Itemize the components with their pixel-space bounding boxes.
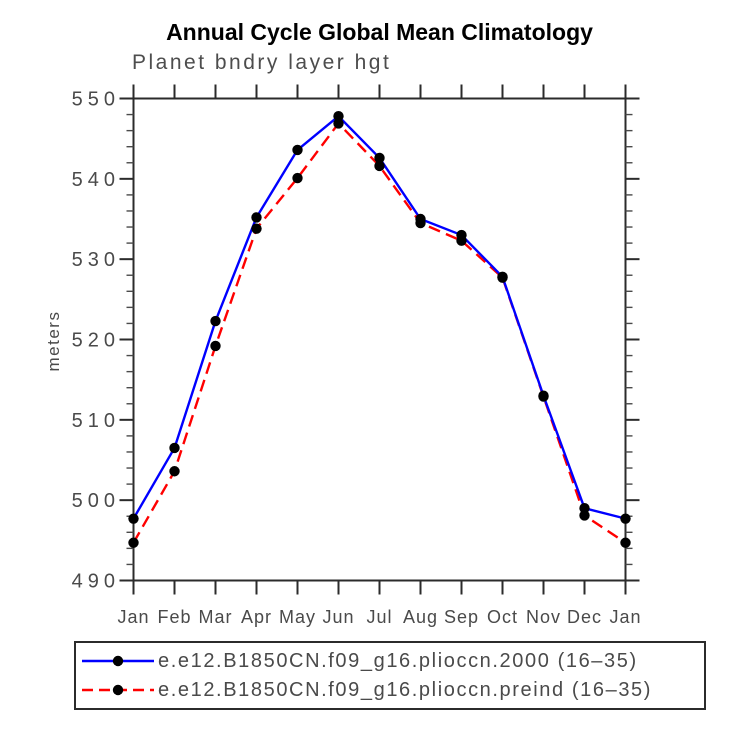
data-point-marker bbox=[169, 466, 180, 477]
legend-line-sample-icon bbox=[82, 655, 154, 667]
data-point-marker bbox=[415, 217, 426, 229]
data-point-marker bbox=[620, 537, 631, 548]
data-point-marker bbox=[374, 160, 385, 172]
x-tick-label: Mar bbox=[199, 607, 233, 627]
y-tick-label: 510 bbox=[72, 410, 120, 432]
x-tick-label: May bbox=[279, 607, 316, 627]
x-tick-label: Apr bbox=[241, 607, 272, 627]
data-point-marker bbox=[374, 152, 385, 164]
y-tick-label: 530 bbox=[72, 249, 120, 271]
x-tick-label: Jan bbox=[117, 607, 149, 627]
chart-subtitle: Planet bndry layer hgt bbox=[132, 51, 392, 74]
data-point-marker bbox=[292, 172, 303, 184]
data-point-marker bbox=[251, 212, 262, 223]
x-tick-label: Dec bbox=[567, 607, 602, 627]
x-tick-label: Sep bbox=[444, 607, 479, 627]
chart-title: Annual Cycle Global Mean Climatology bbox=[166, 19, 593, 45]
data-point-marker bbox=[251, 223, 262, 234]
x-tick-label: Jul bbox=[366, 607, 392, 627]
y-tick-label: 520 bbox=[72, 330, 120, 352]
data-point-marker bbox=[579, 503, 590, 514]
data-point-marker bbox=[128, 537, 139, 548]
data-point-marker bbox=[538, 391, 549, 402]
x-tick-label: Jan bbox=[609, 607, 641, 627]
data-point-marker bbox=[333, 110, 344, 122]
y-tick-label: 500 bbox=[72, 490, 120, 512]
x-tick-label: Aug bbox=[403, 607, 438, 627]
data-point-marker bbox=[210, 315, 221, 327]
y-tick-label: 490 bbox=[72, 571, 120, 593]
y-tick-label: 540 bbox=[72, 169, 120, 191]
data-point-marker bbox=[333, 118, 344, 129]
legend-item: e.e12.B1850CN.f09_g16.plioccn.2000 (16–3… bbox=[80, 647, 704, 676]
data-point-marker bbox=[128, 513, 139, 524]
data-point-marker bbox=[292, 144, 303, 156]
legend-label: e.e12.B1850CN.f09_g16.plioccn.preind (16… bbox=[158, 678, 653, 701]
data-point-marker bbox=[579, 510, 590, 521]
data-point-marker bbox=[169, 442, 180, 454]
x-tick-label: Nov bbox=[526, 607, 561, 627]
x-tick-label: Oct bbox=[487, 607, 518, 627]
series-line bbox=[132, 122, 627, 544]
x-tick-label: Jun bbox=[322, 607, 354, 627]
data-point-marker bbox=[210, 340, 221, 352]
legend-marker-icon bbox=[112, 684, 124, 696]
series-line bbox=[132, 114, 626, 520]
legend-item: e.e12.B1850CN.f09_g16.plioccn.preind (16… bbox=[80, 676, 704, 705]
legend-label: e.e12.B1850CN.f09_g16.plioccn.2000 (16–3… bbox=[158, 649, 638, 672]
legend-marker-icon bbox=[112, 655, 124, 667]
data-point-marker bbox=[620, 513, 631, 524]
data-point-marker bbox=[497, 272, 508, 283]
y-tick-label: 550 bbox=[72, 89, 120, 111]
x-tick-label: Feb bbox=[157, 607, 191, 627]
legend-line-sample-icon bbox=[82, 684, 154, 696]
data-point-marker bbox=[456, 235, 467, 246]
legend: e.e12.B1850CN.f09_g16.plioccn.2000 (16–3… bbox=[74, 641, 706, 710]
